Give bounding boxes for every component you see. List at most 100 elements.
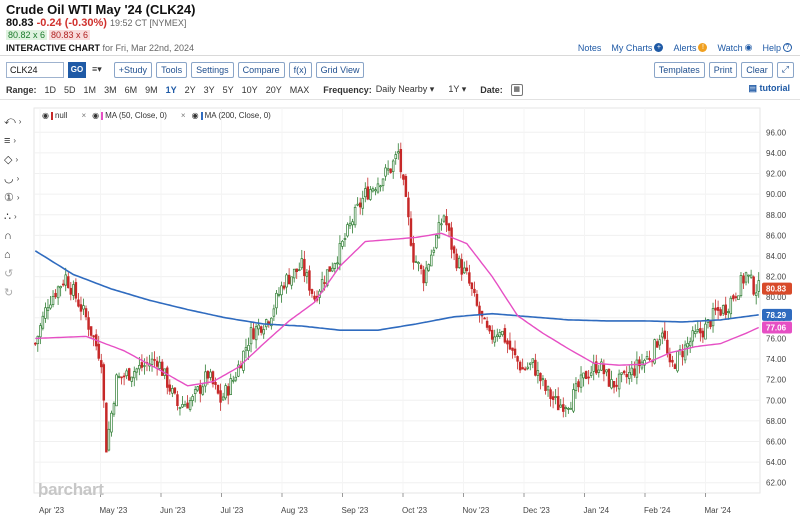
range-2y[interactable]: 2Y [184, 84, 196, 95]
candle-body [521, 367, 524, 370]
candle-body [160, 361, 164, 376]
shapes-tool[interactable]: ◇ › [4, 150, 30, 169]
redo-tool[interactable]: ↻ [4, 283, 30, 302]
symbol-input[interactable] [6, 61, 64, 78]
undo-tool[interactable]: ↺ [4, 264, 30, 283]
range-6m[interactable]: 6M [124, 84, 138, 95]
tools-button[interactable]: Tools [156, 61, 188, 78]
undo-icon: ↺ [4, 268, 14, 280]
range-20y[interactable]: 20Y [265, 84, 282, 95]
notes-link[interactable]: Notes [578, 43, 602, 53]
tutorial-link[interactable]: ▤ tutorial [748, 83, 790, 94]
fx-button[interactable]: f(x) [288, 61, 312, 78]
candle-body [287, 274, 291, 285]
range-10y[interactable]: 10Y [241, 84, 258, 95]
candle-body [84, 308, 88, 318]
curve-tool[interactable]: ◡ › [4, 169, 30, 188]
range-max[interactable]: MAX [289, 84, 310, 95]
candle-body [348, 222, 352, 227]
page-title: Crude Oil WTI May '24 (CLK24) [6, 2, 196, 17]
compare-button[interactable]: Compare [237, 61, 285, 78]
legend-price[interactable]: ◉ null [42, 111, 67, 120]
fullscreen-button[interactable]: ⤢ [776, 61, 794, 78]
candle-body [150, 358, 154, 365]
legend-ma50[interactable]: × ◉ MA (50, Close, 0) [81, 111, 166, 120]
candle-body [562, 404, 565, 412]
range-3y[interactable]: 3Y [203, 84, 215, 95]
candle-body [681, 351, 684, 358]
templates-button[interactable]: Templates [653, 61, 705, 78]
alerts-link[interactable]: Alerts! [673, 43, 708, 53]
candle-body [470, 282, 474, 290]
candle-body [67, 276, 70, 289]
candle-body [463, 267, 466, 274]
candle-body [475, 293, 479, 306]
x-tick-label: Dec '23 [523, 506, 550, 515]
ask-value: 80.83 x 6 [49, 30, 91, 40]
lock-tool[interactable]: ⌂ [4, 245, 30, 264]
clear-button[interactable]: Clear [741, 61, 773, 78]
range-5d[interactable]: 5D [64, 84, 76, 95]
candle-body [402, 174, 405, 180]
candle-body [640, 361, 644, 369]
my-charts-label: My Charts [611, 42, 653, 53]
frequency-select[interactable]: Daily Nearby ▾ [376, 84, 435, 95]
annotation-tool[interactable]: ① › [4, 188, 30, 207]
range-9m[interactable]: 9M [145, 84, 158, 95]
plot-area[interactable] [33, 107, 761, 494]
candle-body [72, 284, 75, 296]
settings-button[interactable]: Settings [191, 61, 234, 78]
candle-body [661, 332, 664, 338]
close-icon[interactable]: × [81, 111, 87, 120]
candle-body [663, 330, 667, 339]
candle-body [711, 308, 715, 327]
candle-body [351, 221, 354, 226]
candle-body [541, 378, 545, 381]
range-5y[interactable]: 5Y [222, 84, 234, 95]
candle-body [277, 293, 281, 296]
candle-body [176, 394, 179, 407]
range-1d[interactable]: 1D [44, 84, 57, 95]
chart-type-dropdown[interactable]: ≡▾ [92, 64, 102, 74]
candle-body [143, 365, 146, 367]
candle-body [105, 402, 108, 453]
candle-body [252, 328, 255, 340]
candle-body [211, 371, 215, 385]
my-charts-link[interactable]: My Charts + [611, 42, 664, 53]
candle-body [204, 371, 207, 387]
candle-body [323, 282, 326, 284]
legend-ma200[interactable]: × ◉ MA (200, Close, 0) [181, 111, 271, 120]
candle-body [394, 154, 397, 160]
barchart-watermark: barchart [38, 480, 104, 499]
candle-body [254, 326, 258, 341]
candle-body [285, 274, 288, 288]
tutorial-label: tutorial [759, 83, 791, 93]
candle-body [721, 305, 725, 314]
study-button[interactable]: +Study [113, 61, 153, 78]
range-1m[interactable]: 1M [83, 84, 97, 95]
candle-body [615, 384, 618, 387]
candle-body [582, 372, 585, 379]
candle-body [409, 218, 413, 246]
candle-body [447, 223, 451, 231]
calendar-icon[interactable]: ▦ [510, 83, 523, 96]
trendline-tool[interactable]: ⤺ › [4, 112, 30, 131]
help-link[interactable]: Help? [762, 43, 792, 53]
watch-link[interactable]: Watch ◉ [717, 42, 752, 53]
fibonacci-tool[interactable]: ≡ › [4, 131, 30, 150]
range-1y[interactable]: 1Y [165, 84, 177, 95]
go-button[interactable]: GO [68, 61, 86, 78]
period-select[interactable]: 1Y ▾ [448, 84, 466, 95]
grid-view-button[interactable]: Grid View [315, 61, 365, 78]
candle-body [112, 403, 116, 415]
y-tick-label: 76.00 [766, 334, 787, 343]
range-3m[interactable]: 3M [104, 84, 117, 95]
print-button[interactable]: Print [708, 61, 738, 78]
close-icon[interactable]: × [180, 111, 186, 120]
candle-body [424, 267, 428, 284]
candle-body [628, 371, 631, 379]
magnet-tool[interactable]: ∩ [4, 226, 30, 245]
pattern-tool[interactable]: ∴ › [4, 207, 30, 226]
y-tick-label: 86.00 [766, 231, 787, 240]
